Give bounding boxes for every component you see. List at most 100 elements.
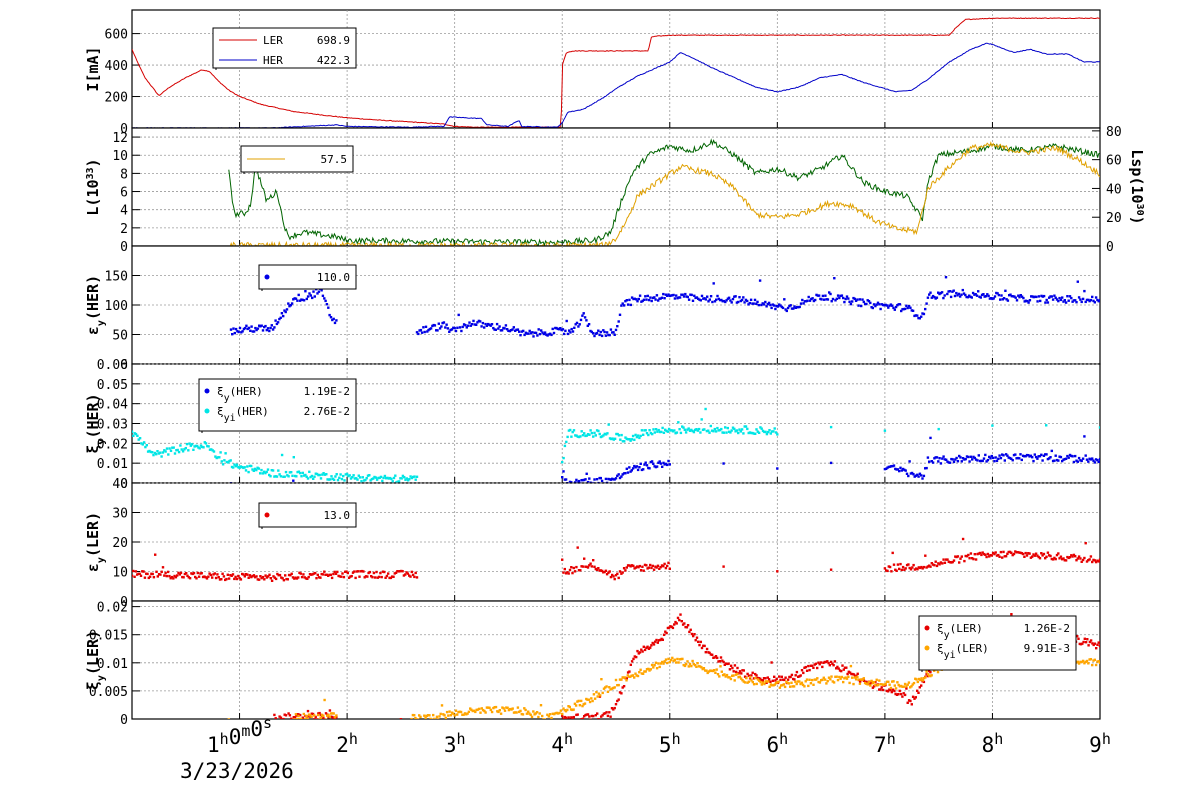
- data-point: [316, 573, 319, 577]
- data-point: [494, 328, 497, 331]
- data-point: [933, 564, 936, 567]
- data-point: [754, 672, 757, 676]
- data-point: [1055, 553, 1059, 557]
- data-point: [335, 715, 338, 719]
- data-point: [622, 567, 626, 570]
- y-tick-label: 0.05: [97, 378, 128, 393]
- data-point: [568, 705, 571, 709]
- data-point: [173, 452, 177, 455]
- data-point: [632, 657, 635, 661]
- data-point: [966, 296, 970, 299]
- data-point: [666, 463, 669, 467]
- data-point: [250, 464, 253, 468]
- data-point: [926, 674, 930, 678]
- data-point: [181, 450, 185, 453]
- data-point: [693, 633, 696, 636]
- data-point: [636, 674, 640, 678]
- data-point: [903, 682, 907, 686]
- data-point: [655, 638, 658, 642]
- data-point: [577, 569, 581, 572]
- data-point: [175, 449, 178, 452]
- data-point: [318, 718, 321, 719]
- data-point: [304, 290, 307, 293]
- data-point: [178, 573, 181, 576]
- data-point: [878, 688, 881, 691]
- data-point: [958, 561, 961, 564]
- data-point: [721, 659, 724, 662]
- data-point: [662, 292, 665, 296]
- data-point: [261, 472, 264, 475]
- data-point: [617, 434, 621, 437]
- data-point: [427, 328, 430, 332]
- data-point: [404, 573, 407, 576]
- data-point: [201, 445, 204, 449]
- data-point: [405, 571, 408, 574]
- data-point: [989, 457, 992, 460]
- data-point: [649, 460, 652, 464]
- data-point: [785, 309, 788, 313]
- data-point: [713, 656, 716, 659]
- data-point: [650, 663, 654, 667]
- data-point: [325, 573, 329, 576]
- data-point: [674, 661, 678, 664]
- data-point: [929, 565, 932, 568]
- data-point: [982, 552, 986, 556]
- data-point: [1018, 457, 1021, 460]
- data-point: [985, 460, 988, 463]
- data-point: [843, 677, 846, 680]
- data-point: [335, 319, 338, 322]
- data-point: [313, 718, 316, 719]
- y-tick-label: 0.02: [97, 437, 128, 452]
- data-point: [974, 458, 978, 461]
- data-point: [776, 305, 780, 308]
- data-point: [292, 718, 295, 719]
- data-point: [830, 675, 833, 678]
- data-point: [563, 444, 567, 448]
- data-point: [1089, 298, 1093, 302]
- data-point: [492, 326, 495, 330]
- data-point: [641, 672, 645, 675]
- data-point: [1066, 555, 1069, 559]
- data-point: [909, 306, 912, 309]
- series-dots-ξyi(HER): [132, 407, 1100, 483]
- data-point: [595, 331, 599, 335]
- data-point: [624, 436, 627, 439]
- data-point: [325, 473, 328, 476]
- data-point: [132, 569, 135, 573]
- data-point: [373, 475, 376, 479]
- data-point: [299, 572, 302, 575]
- data-point: [315, 577, 318, 580]
- data-point: [814, 298, 817, 302]
- data-point: [1094, 560, 1098, 564]
- data-point: [600, 479, 604, 483]
- data-point: [581, 717, 585, 719]
- data-point: [665, 631, 668, 635]
- data-point: [998, 555, 1001, 558]
- data-point: [753, 298, 757, 302]
- data-point: [578, 704, 582, 707]
- data-point: [598, 432, 601, 436]
- data-point: [550, 333, 553, 337]
- data-point: [613, 577, 616, 581]
- data-point: [431, 324, 434, 328]
- data-point: [150, 572, 153, 575]
- data-point: [458, 326, 462, 329]
- data-point: [277, 469, 280, 472]
- data-point: [302, 573, 305, 576]
- data-point: [831, 297, 835, 301]
- data-point: [765, 680, 769, 683]
- data-point: [561, 461, 564, 464]
- data-point: [611, 573, 614, 577]
- data-point: [1027, 454, 1030, 457]
- data-point: [566, 720, 568, 722]
- data-point: [312, 290, 315, 293]
- data-point: [292, 298, 295, 301]
- data-point: [829, 461, 833, 465]
- data-point: [872, 680, 876, 684]
- data-point: [913, 568, 917, 571]
- data-point: [816, 677, 819, 680]
- data-point: [748, 431, 752, 434]
- data-point: [926, 673, 930, 676]
- data-point: [800, 669, 804, 672]
- data-point: [903, 468, 906, 472]
